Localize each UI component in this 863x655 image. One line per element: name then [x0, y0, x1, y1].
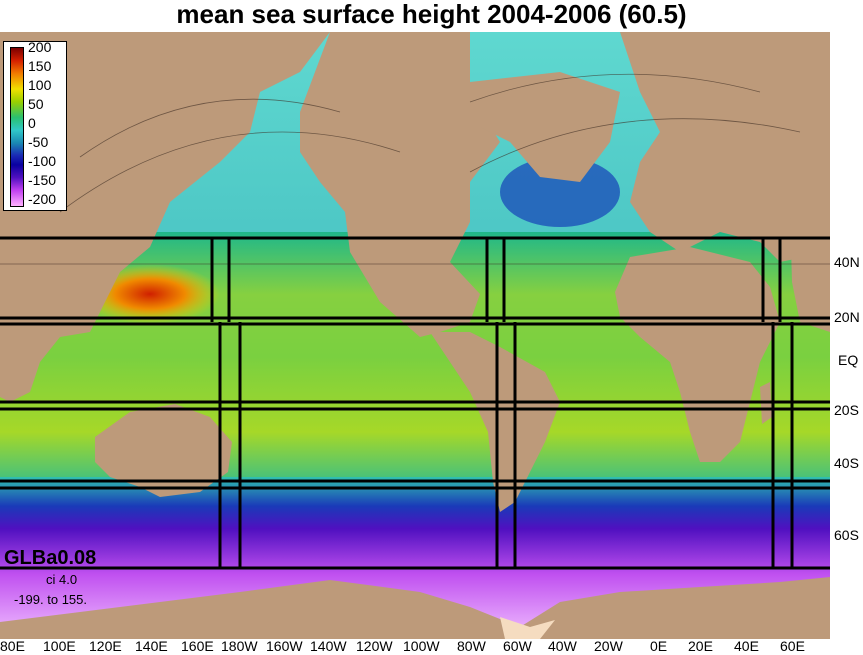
contour-interval: ci 4.0 — [46, 572, 78, 587]
lon-label: 140E — [135, 638, 168, 654]
lon-label: 40E — [734, 638, 759, 654]
longitude-axis: 80E 100E 120E 140E 160E 180W 160W 140W 1… — [0, 638, 863, 655]
lat-label-eq: EQ — [838, 352, 859, 368]
lon-label: 100E — [43, 638, 76, 654]
legend-tick: -200 — [28, 191, 57, 207]
lon-label: 60E — [780, 638, 805, 654]
legend-tick: -150 — [28, 172, 57, 188]
lat-label-20n: 20N — [834, 309, 860, 325]
lon-label: 160W — [266, 638, 303, 654]
antarctic-ice-shelf — [500, 617, 555, 639]
lon-label: 20W — [594, 638, 623, 654]
color-legend: 200 150 100 50 0 -50 -100 -150 -200 — [3, 39, 67, 211]
land — [0, 32, 830, 512]
region-boxes — [0, 236, 830, 570]
lon-label: 80E — [0, 638, 25, 654]
legend-tick: 50 — [28, 96, 44, 112]
lon-label: 140W — [310, 638, 347, 654]
legend-tick: 100 — [28, 77, 52, 93]
legend-tick: -100 — [28, 153, 57, 169]
lon-label: 120E — [89, 638, 122, 654]
lat-label-20s: 20S — [834, 402, 859, 418]
lon-label: 120W — [356, 638, 393, 654]
model-name: GLBa0.08 — [4, 547, 97, 569]
value-range: -199. to 155. — [14, 592, 87, 607]
legend-tick: 0 — [28, 115, 36, 131]
lat-label-60s: 60S — [834, 527, 859, 543]
north-atlantic-low — [500, 157, 620, 227]
lon-label: 180W — [221, 638, 258, 654]
legend-tick: 150 — [28, 58, 52, 74]
lat-label-40s: 40S — [834, 455, 859, 471]
legend-colorbar — [10, 47, 24, 207]
lon-label: 40W — [548, 638, 577, 654]
lon-label: 0E — [650, 638, 668, 654]
lon-label: 60W — [503, 638, 532, 654]
legend-tick: -50 — [28, 134, 49, 150]
antarctica — [0, 577, 830, 639]
lon-label: 100W — [403, 638, 440, 654]
lat-label-40n: 40N — [834, 254, 860, 270]
lon-label: 80W — [457, 638, 486, 654]
map-title: mean sea surface height 2004-2006 (60.5) — [176, 0, 687, 29]
legend-tick: 200 — [28, 39, 52, 55]
model-info: GLBa0.08 ci 4.0 -199. to 155. — [4, 547, 97, 607]
graticule — [0, 73, 830, 265]
map-area — [0, 32, 830, 639]
lon-label: 20E — [688, 638, 713, 654]
lon-label: 160E — [181, 638, 214, 654]
